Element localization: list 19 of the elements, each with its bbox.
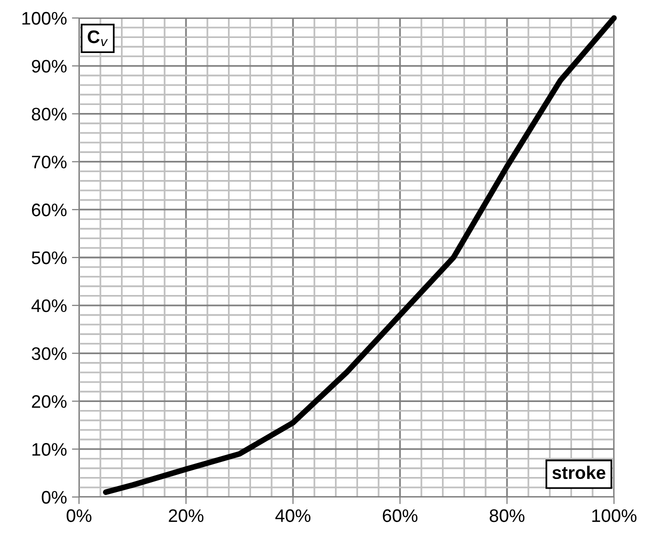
x-tick-label: 0% bbox=[66, 509, 92, 522]
y-tick-label: 80% bbox=[32, 108, 67, 121]
x-tick-label: 60% bbox=[382, 509, 418, 522]
y-axis-title: C$_{v}$ bbox=[88, 30, 108, 46]
y-tick-label: 60% bbox=[32, 204, 67, 216]
y-tick-label: 70% bbox=[32, 156, 67, 168]
y-tick-label: 50% bbox=[32, 251, 67, 264]
x-tick-label: 40% bbox=[275, 509, 310, 522]
y-tick-label: 30% bbox=[32, 347, 67, 360]
y-tick-label: 90% bbox=[32, 60, 67, 73]
y-tick-label: 10% bbox=[32, 443, 67, 456]
y-tick-label: 20% bbox=[32, 395, 67, 408]
x-tick-label: 80% bbox=[490, 509, 524, 522]
y-tick-label: 40% bbox=[31, 299, 67, 312]
x-tick-label: 100% bbox=[592, 509, 636, 522]
y-tick-label: 100% bbox=[22, 12, 67, 25]
x-tick-label: 20% bbox=[168, 509, 204, 522]
y-tick-label: 0% bbox=[42, 490, 67, 504]
x-axis-title: stroke bbox=[552, 466, 606, 480]
